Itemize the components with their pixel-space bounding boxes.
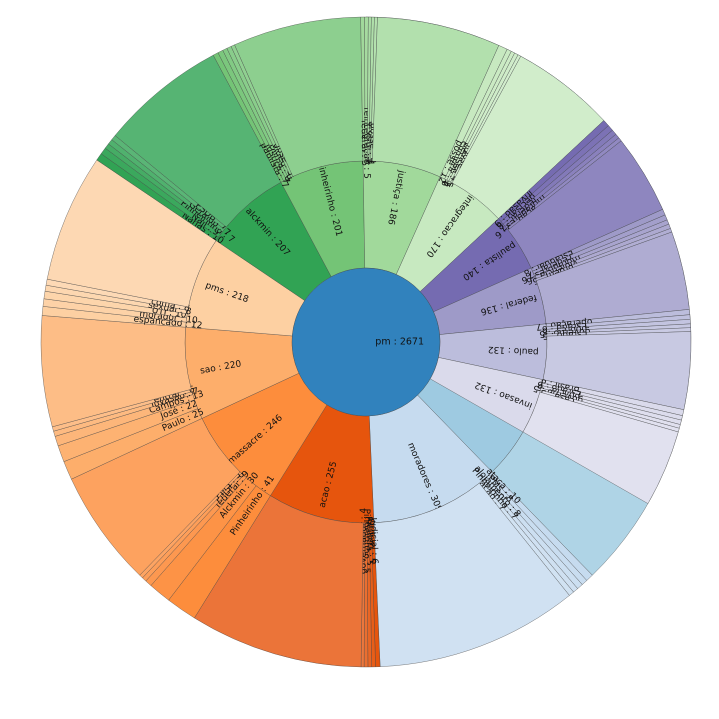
group-label: paulo : 132 [488, 344, 539, 357]
child-label: federal : 5 [359, 120, 369, 166]
child-label: Ordem : 5 [365, 518, 376, 563]
child-label: posse : 4 [366, 123, 377, 164]
child-label: reintegração : 5 [361, 107, 371, 179]
child-label: Estado : 5 [542, 329, 587, 341]
child-label: Judicial : 6 [367, 516, 379, 564]
root-circle [291, 267, 441, 417]
child-label: ordem : 4 [365, 121, 376, 165]
root-label: pm : 2671 [375, 337, 424, 348]
child-label: PSDB : 4 [363, 124, 373, 163]
child-label: Paulista : 5 [363, 516, 374, 566]
child-remainder-segment [522, 391, 679, 504]
child-label: Pinheirinho : 5 [361, 509, 371, 574]
child-label: governador : 4 [359, 508, 370, 575]
